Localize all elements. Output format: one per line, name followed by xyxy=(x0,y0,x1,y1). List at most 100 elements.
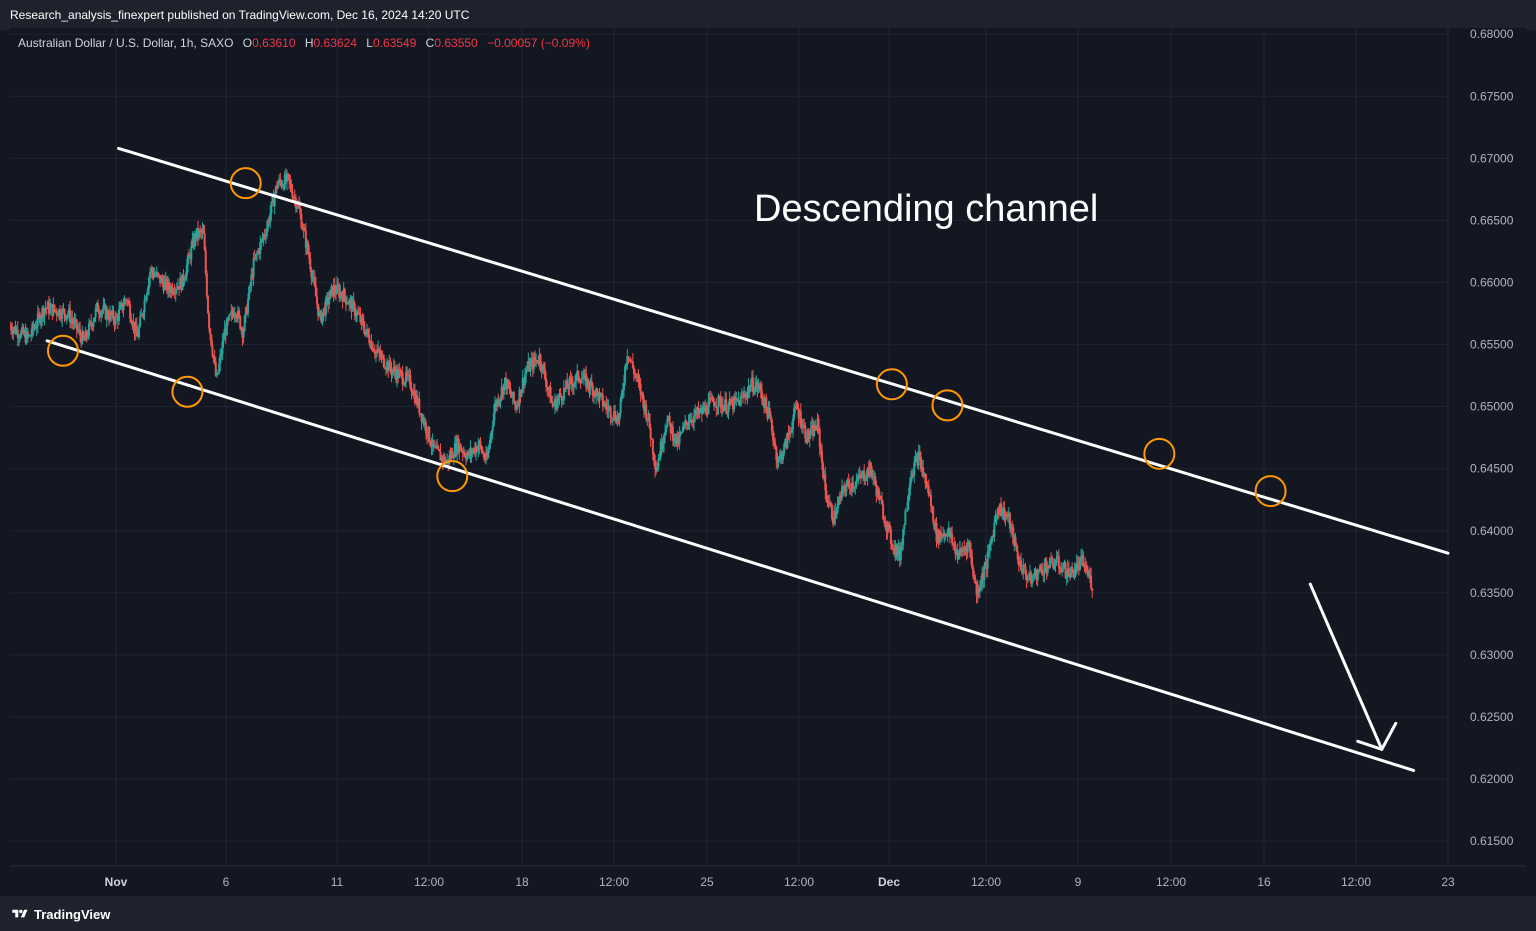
candle-body xyxy=(426,433,429,437)
candle-body xyxy=(1057,556,1060,568)
candle-body xyxy=(214,361,217,376)
candle-body xyxy=(194,233,197,239)
candle-body xyxy=(808,435,811,440)
candle-body xyxy=(516,404,519,410)
candle-body xyxy=(143,299,146,313)
candle-body xyxy=(349,299,352,301)
candle-body xyxy=(906,501,909,510)
tradingview-logo[interactable]: TradingView xyxy=(10,906,110,922)
candle-body xyxy=(129,304,132,319)
candle-body xyxy=(333,285,336,292)
candle-body xyxy=(471,451,474,455)
candle-body xyxy=(611,418,614,420)
candle-body xyxy=(277,183,280,189)
candle-body xyxy=(739,396,742,406)
candle-body xyxy=(925,483,928,485)
candle-body xyxy=(686,422,689,426)
candle-body xyxy=(372,350,375,352)
candle-body xyxy=(579,380,582,384)
price-chart[interactable]: 0.68000 0.67500 0.67000 0.66500 0.66000 0.655… xyxy=(10,28,1526,896)
candle-body xyxy=(764,397,767,409)
candle-body xyxy=(279,178,282,182)
candle-body xyxy=(135,325,138,337)
candle-body xyxy=(1085,566,1088,571)
candle-body xyxy=(716,406,719,409)
candle-body xyxy=(212,355,215,359)
candle-body xyxy=(14,326,17,334)
candle-body xyxy=(539,354,542,366)
candle-body xyxy=(1091,588,1094,591)
candle-body xyxy=(423,422,426,425)
candle-body xyxy=(1080,556,1083,560)
candle-body xyxy=(95,303,98,309)
candle-body xyxy=(699,408,702,411)
candle-body xyxy=(1005,514,1008,516)
candle-body xyxy=(437,446,440,450)
candle-body xyxy=(505,377,508,390)
candle-body xyxy=(11,330,14,334)
low-value: 0.63549 xyxy=(372,36,417,50)
candle-body xyxy=(238,310,241,316)
candle-body xyxy=(182,274,185,282)
candle-body xyxy=(477,445,480,452)
candle-body xyxy=(350,299,353,312)
candle-body xyxy=(393,366,396,373)
candle-body xyxy=(942,535,945,537)
candle-body xyxy=(757,387,760,390)
candle-body xyxy=(223,328,226,340)
candle-body xyxy=(305,242,308,248)
candle-body xyxy=(923,473,926,477)
candle-body xyxy=(468,451,471,456)
candle-body xyxy=(901,544,904,549)
candle-body xyxy=(779,453,782,456)
footer-bar: TradingView xyxy=(0,896,1536,931)
candle-body xyxy=(891,543,894,549)
candle-body xyxy=(1017,559,1020,566)
candle-body xyxy=(886,523,889,532)
candle-body xyxy=(125,299,128,302)
candle-body xyxy=(441,456,444,462)
candle-body xyxy=(225,319,228,336)
candle-body xyxy=(141,314,144,316)
candle-body xyxy=(913,462,916,476)
candle-body xyxy=(622,383,625,390)
candle-body xyxy=(820,450,823,464)
candle-body xyxy=(348,300,351,305)
candle-body xyxy=(492,412,495,426)
candle-body xyxy=(796,406,799,410)
y-tick-label: 0.65500 xyxy=(1470,338,1514,352)
candle-body xyxy=(142,312,145,316)
candle-body xyxy=(83,338,86,341)
candle-body xyxy=(977,587,980,593)
candle-body xyxy=(367,328,370,335)
chart-area[interactable]: 0.68000 0.67500 0.67000 0.66500 0.66000 0.655… xyxy=(10,28,1526,896)
candle-body xyxy=(577,371,580,381)
candle-body xyxy=(636,376,639,378)
candle-body xyxy=(927,485,930,496)
candle-body xyxy=(379,353,382,358)
touch-point-circle xyxy=(1143,437,1176,470)
candle-body xyxy=(574,381,577,384)
candle-body xyxy=(984,561,987,569)
candle-body xyxy=(396,368,399,380)
candle-body xyxy=(100,312,103,317)
candle-body xyxy=(854,486,857,488)
candle-body xyxy=(288,174,291,181)
candle-body xyxy=(559,393,562,397)
candle-body xyxy=(234,313,237,317)
candle-body xyxy=(472,447,475,452)
candle-body xyxy=(91,324,94,327)
candle-body xyxy=(871,469,874,478)
candle-body xyxy=(45,308,48,310)
candle-body xyxy=(317,303,320,316)
candle-body xyxy=(533,356,536,361)
x-tick-label: Nov xyxy=(105,875,128,889)
candle-body xyxy=(432,439,435,448)
candle-body xyxy=(754,385,757,393)
y-tick-label: 0.66000 xyxy=(1470,276,1514,290)
candle-body xyxy=(496,399,499,407)
candle-body xyxy=(746,391,749,398)
candle-body xyxy=(156,272,159,275)
candle-body xyxy=(665,427,668,432)
candle-body xyxy=(419,413,422,415)
